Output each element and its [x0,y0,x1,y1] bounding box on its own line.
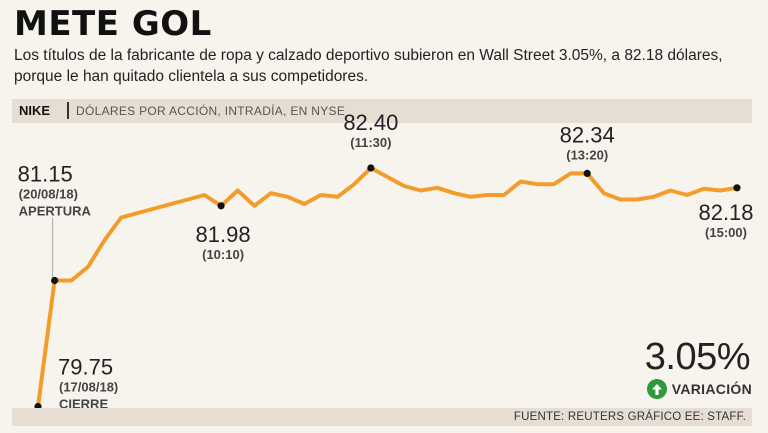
annotation-point [217,202,225,210]
annotation-point [583,169,591,177]
annotation-point [367,164,375,172]
variation-label: VARIACIÓN [671,381,752,397]
chart-title: METE GOL [14,4,212,44]
annotation-time: (15:00) [705,225,747,240]
source-band: FUENTE: REUTERS GRÁFICO EE: STAFF. [12,408,752,426]
price-line [36,166,739,409]
annotation-value: 81.98 [196,222,251,247]
change-percent: 3.05% [644,336,751,378]
annotation-point [733,184,741,192]
chart-header-band: NIKE DÓLARES POR ACCIÓN, INTRADÍA, EN NY… [12,99,752,123]
variation-indicator: VARIACIÓN [646,379,752,399]
annotation-value: 81.15 [18,162,73,187]
annotation-value: 82.34 [560,122,615,147]
ticker-label: NIKE [19,103,51,118]
annotation-note: CIERRE [59,397,108,412]
units-label: DÓLARES POR ACCIÓN, INTRADÍA, EN NYSE [76,104,346,118]
annotation-time: (11:30) [350,135,391,150]
chart-subtitle: Los títulos de la fabricante de ropa y c… [14,47,723,85]
annotation-time: (10:10) [202,247,244,262]
annotation-time: (13:20) [566,147,608,162]
divider [67,102,69,119]
up-arrow-icon [646,379,667,399]
annotation-point [51,276,59,285]
source-text: FUENTE: REUTERS GRÁFICO EE: STAFF. [513,411,746,423]
annotation-time: (17/08/18) [59,380,118,395]
annotation-value: 82.18 [698,200,753,225]
annotation-value: 79.75 [58,355,113,380]
annotation-note: APERTURA [19,204,92,219]
annotation-time: (20/08/18) [19,187,78,202]
annotation-value: 82.40 [343,110,398,135]
